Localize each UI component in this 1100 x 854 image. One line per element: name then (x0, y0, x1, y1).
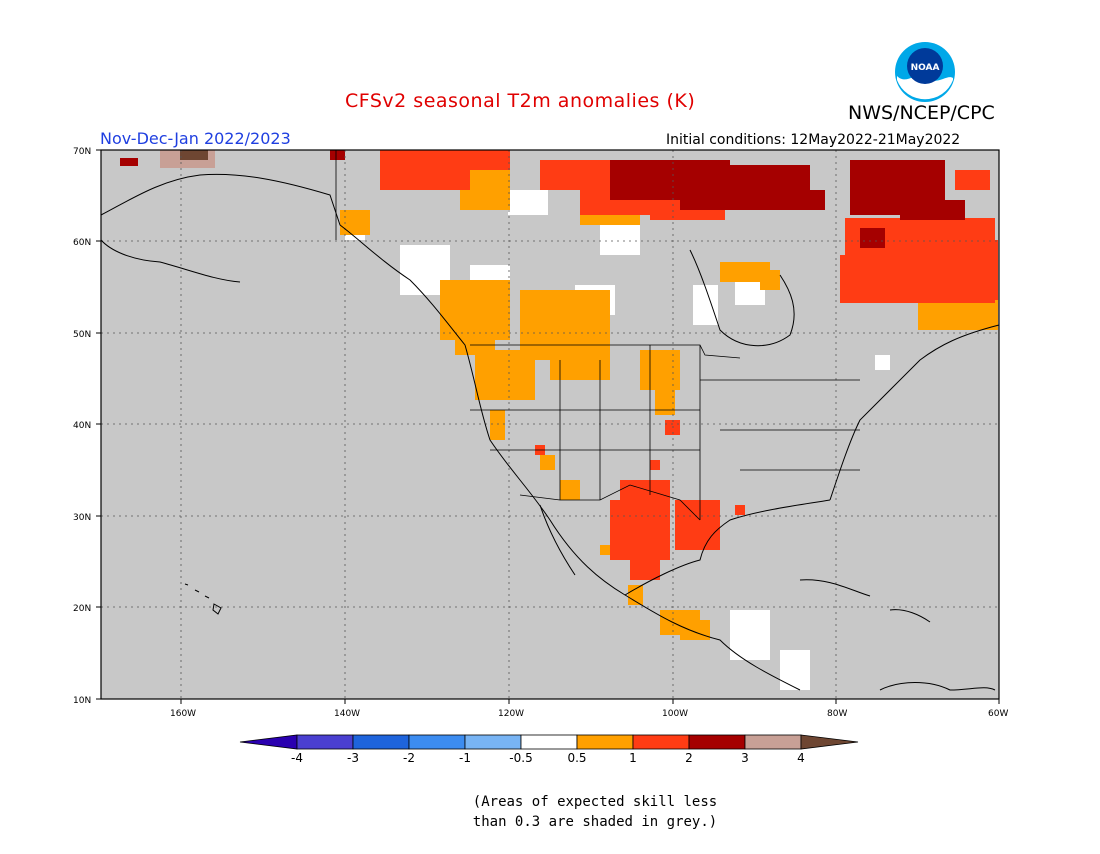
initial-conditions: Initial conditions: 12May2022-21May2022 (666, 132, 961, 148)
organization-label: NWS/NCEP/CPC (848, 102, 995, 124)
colorbar-segment (632, 734, 690, 750)
lon-label: 120W (498, 709, 524, 719)
lat-label: 70N (73, 147, 91, 157)
anomaly-above-4 (180, 150, 208, 160)
lon-label: 80W (827, 709, 847, 719)
colorbar-label: 0.5 (567, 751, 587, 765)
axis-ticks (96, 149, 1000, 704)
colorbar-segment (296, 734, 354, 750)
lat-label: 20N (73, 604, 91, 614)
coastlines (100, 173, 1000, 691)
colorbar-arrow-high (800, 734, 859, 750)
anomaly-0.5-1 (340, 170, 998, 640)
chart-title: CFSv2 seasonal T2m anomalies (K) (345, 90, 696, 112)
colorbar-label: -1 (459, 751, 471, 765)
footnote: (Areas of expected skill less than 0.3 a… (440, 792, 750, 832)
hawaii-islands (184, 583, 222, 615)
lat-label: 60N (73, 238, 91, 248)
lat-label: 40N (73, 421, 91, 431)
colorbar-segment (688, 734, 746, 750)
logo-text: NOAA (911, 63, 940, 73)
lat-label: 50N (73, 330, 91, 340)
lat-label: 30N (73, 513, 91, 523)
colorbar-segment (464, 734, 522, 750)
noaa-logo: NOAA (893, 40, 957, 104)
caribbean-islands (799, 579, 996, 691)
colorbar-label: 3 (741, 751, 749, 765)
forecast-period: Nov-Dec-Jan 2022/2023 (100, 129, 291, 148)
colorbar-segment (352, 734, 410, 750)
grid (101, 150, 999, 699)
anomaly-2-3 (120, 150, 965, 248)
colorbar-label: -2 (403, 751, 415, 765)
lon-label: 140W (334, 709, 360, 719)
colorbar-label: -4 (291, 751, 303, 765)
colorbar-segment (576, 734, 634, 750)
colorbar-label: -3 (347, 751, 359, 765)
footnote-line: than 0.3 are shaded in grey.) (472, 814, 718, 830)
colorbar-label: 1 (629, 751, 637, 765)
lon-label: 100W (662, 709, 688, 719)
colorbar-arrow-low (239, 734, 298, 750)
colorbar-label: 2 (685, 751, 693, 765)
lon-label: 160W (170, 709, 196, 719)
colorbar-label: 4 (797, 751, 805, 765)
political-borders (335, 150, 860, 521)
colorbar (239, 734, 859, 750)
lon-label: 60W (988, 709, 1008, 719)
colorbar-label: -0.5 (509, 751, 533, 765)
colorbar-segment (408, 734, 466, 750)
colorbar-segment (520, 734, 578, 750)
lat-label: 10N (73, 696, 91, 706)
colorbar-segment (744, 734, 802, 750)
footnote-line: (Areas of expected skill less (472, 794, 718, 810)
